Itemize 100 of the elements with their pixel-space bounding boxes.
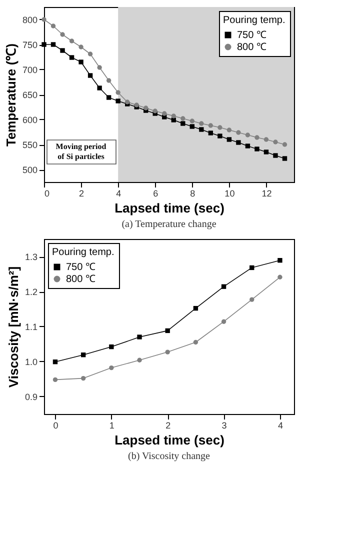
x-tick-label: 0 [44,188,50,198]
point [236,140,241,145]
point [106,78,112,83]
point [60,32,65,37]
point [245,132,250,138]
point [52,377,58,382]
point [180,121,186,126]
y-tick-label: 1.0 [24,357,38,367]
point [190,118,194,124]
point [218,125,222,130]
point [278,258,282,263]
point [162,111,167,116]
point [208,130,214,136]
point [88,52,93,56]
point [137,358,142,362]
point [97,65,102,70]
legend-title: Pouring temp. [52,247,114,258]
y-tick-label: 750 [22,40,38,50]
point [116,90,120,95]
point [50,24,56,28]
point [221,284,226,289]
y-tick-label: 800 [22,15,38,25]
point [171,118,176,122]
point [278,274,282,280]
point [78,60,84,64]
point [264,137,269,142]
point [137,334,142,340]
y-tick-label: 700 [22,65,38,75]
point [80,352,86,358]
point [282,142,288,147]
text: (a) Temperature change [122,219,217,230]
point [144,106,148,110]
point [97,86,102,90]
point [78,44,84,50]
point [250,297,254,302]
point [60,48,65,53]
point [106,95,112,100]
legend-label: 800 ℃ [237,42,266,53]
y-axis-title: Temperature (℃) [3,43,18,147]
point [226,137,232,142]
point [50,42,56,47]
x-tick-label: 4 [278,420,283,430]
y-tick-label: 500 [22,165,38,175]
point [199,121,204,126]
point [69,55,74,60]
legend-label: 750 ℃ [66,262,96,273]
point [236,130,241,135]
point [199,127,204,132]
y-tick-label: 0.9 [24,392,38,402]
legend-label: 800 ℃ [66,274,96,285]
point [218,134,222,138]
point [221,319,226,324]
x-tick-label: 10 [224,188,235,198]
point [165,328,170,334]
y-tick-label: 550 [22,140,38,150]
y-tick-label: 600 [22,115,38,125]
point [109,365,114,370]
x-tick-label: 0 [53,420,58,430]
legend-title: Pouring temp. [223,15,286,26]
x-tick-label: 1 [109,420,114,430]
point [254,135,260,140]
x-tick-label: 2 [166,420,171,430]
point [208,123,214,128]
x-tick-label: 12 [262,188,272,198]
x-tick-label: 6 [153,188,158,198]
annotation: Moving period of Si particles [56,142,107,161]
point [264,150,269,154]
point [273,153,278,158]
point [52,360,58,364]
point [193,306,198,311]
x-tick-label: 8 [190,188,196,198]
y-tick-label: 650 [22,90,38,100]
x-tick-label: 2 [79,188,84,198]
point [171,114,176,118]
x-tick-label: 3 [222,420,227,430]
point [88,73,93,78]
point [282,156,288,161]
y-axis-title: Viscosity [mN·s/m²] [6,266,21,388]
point [165,350,170,354]
point [250,265,254,270]
point [80,376,86,381]
point [42,42,46,47]
x-axis-title: Lapsed time (sec) [114,432,224,448]
point [245,144,250,148]
y-tick-label: 1.1 [24,322,38,332]
point [180,116,186,121]
x-tick-label: 4 [116,188,122,198]
point [226,128,232,132]
text: (b) Viscosity change [128,451,211,462]
y-tick-label: 1.2 [24,287,38,297]
point [273,140,278,144]
point [190,124,194,129]
legend-label: 750 ℃ [237,30,266,41]
point [116,98,120,104]
point [69,38,74,44]
point [193,340,198,345]
point [109,344,114,350]
point [152,108,158,114]
point [42,17,46,22]
y-tick-label: 1.3 [24,252,38,262]
